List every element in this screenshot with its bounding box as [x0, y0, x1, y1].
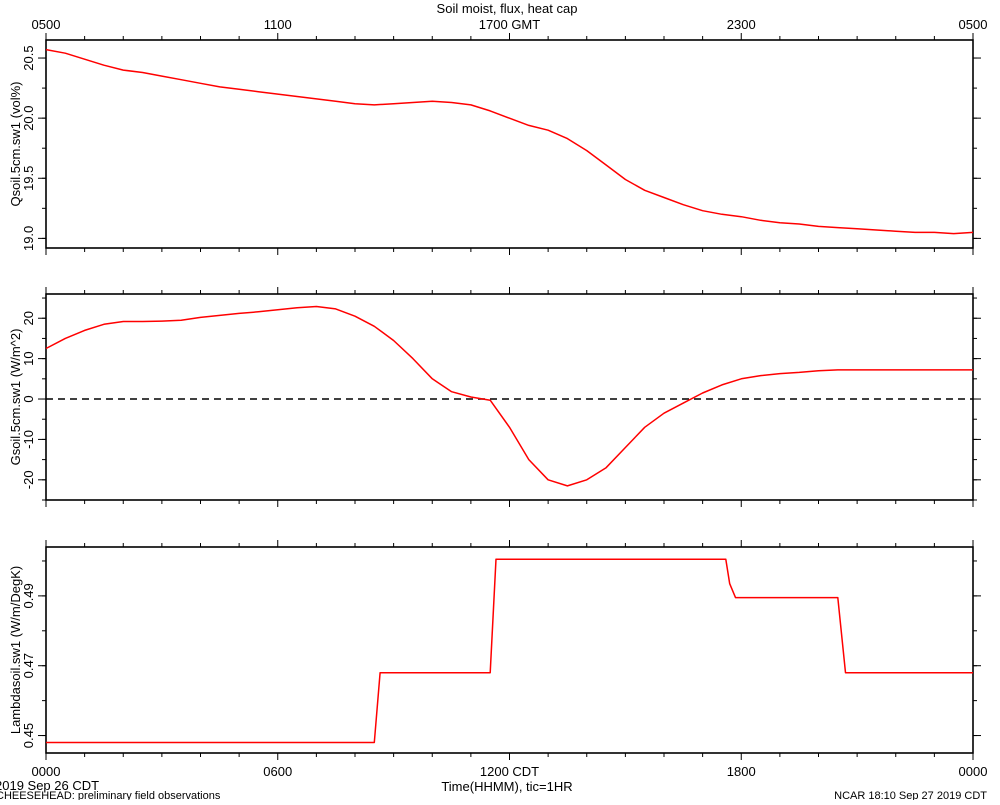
- y-tick-label: -10: [21, 430, 36, 449]
- y-tick-label: 0.45: [21, 723, 36, 748]
- x-top-tick-label: 0500: [959, 17, 988, 32]
- x-axis-label: Time(HHMM), tic=1HR: [441, 779, 572, 794]
- x-bottom-tick-label: 0000: [959, 764, 988, 779]
- date-label: 2019 Sep 26 CDT: [0, 778, 99, 793]
- chart-panel-1: 19.0 19.5 20.0 20.5 Qsoil.5cm.sw1 (vol%): [8, 33, 981, 255]
- footer-right: NCAR 18:10 Sep 27 2019 CDT: [834, 790, 987, 800]
- x-top-tick-label: 0500: [32, 17, 61, 32]
- y-axis-label: Gsoil.5cm.sw1 (W/m^2): [8, 329, 23, 466]
- series-line: [45, 305, 973, 487]
- y-tick-label: 0: [21, 395, 36, 402]
- y-tick-label: 20.0: [21, 105, 36, 130]
- series-line: [46, 558, 973, 744]
- y-axis-label: Qsoil.5cm.sw1 (vol%): [8, 82, 23, 207]
- y-tick-label: 0.49: [21, 583, 36, 608]
- y-tick-label: 10: [21, 351, 36, 365]
- panel-frame: [45, 293, 974, 501]
- y-tick-label: 19.0: [21, 226, 36, 251]
- x-top-tick-label: 2300: [727, 17, 756, 32]
- y-tick-label: 20: [21, 311, 36, 325]
- series-line: [45, 48, 974, 235]
- panel-frame: [45, 546, 974, 754]
- x-bottom-tick-label: 1800: [727, 764, 756, 779]
- y-tick-label: 19.5: [21, 166, 36, 191]
- chart-title: Soil moist, flux, heat cap: [437, 1, 578, 16]
- panel-frame: [45, 39, 974, 249]
- x-top-tick-label: 1100: [264, 17, 292, 32]
- y-tick-label: 20.5: [21, 45, 36, 70]
- footer-left: CHEESEHEAD: preliminary field observatio…: [0, 790, 221, 800]
- y-tick-label: 0.47: [21, 653, 36, 678]
- x-bottom-tick-label: 1200 CDT: [480, 764, 539, 779]
- x-bottom-tick-label: 0600: [263, 764, 292, 779]
- chart-panel-2: -20 -10 0 10 20 Gsoil.5cm.sw1 (W/m^2): [8, 287, 981, 507]
- x-top-tick-label: 1700 GMT: [479, 17, 540, 32]
- y-axis-label: Lambdasoil.sw1 (W/m/DegK): [8, 566, 23, 734]
- x-bottom-tick-label: 0000: [32, 764, 61, 779]
- y-tick-label: -20: [21, 470, 36, 489]
